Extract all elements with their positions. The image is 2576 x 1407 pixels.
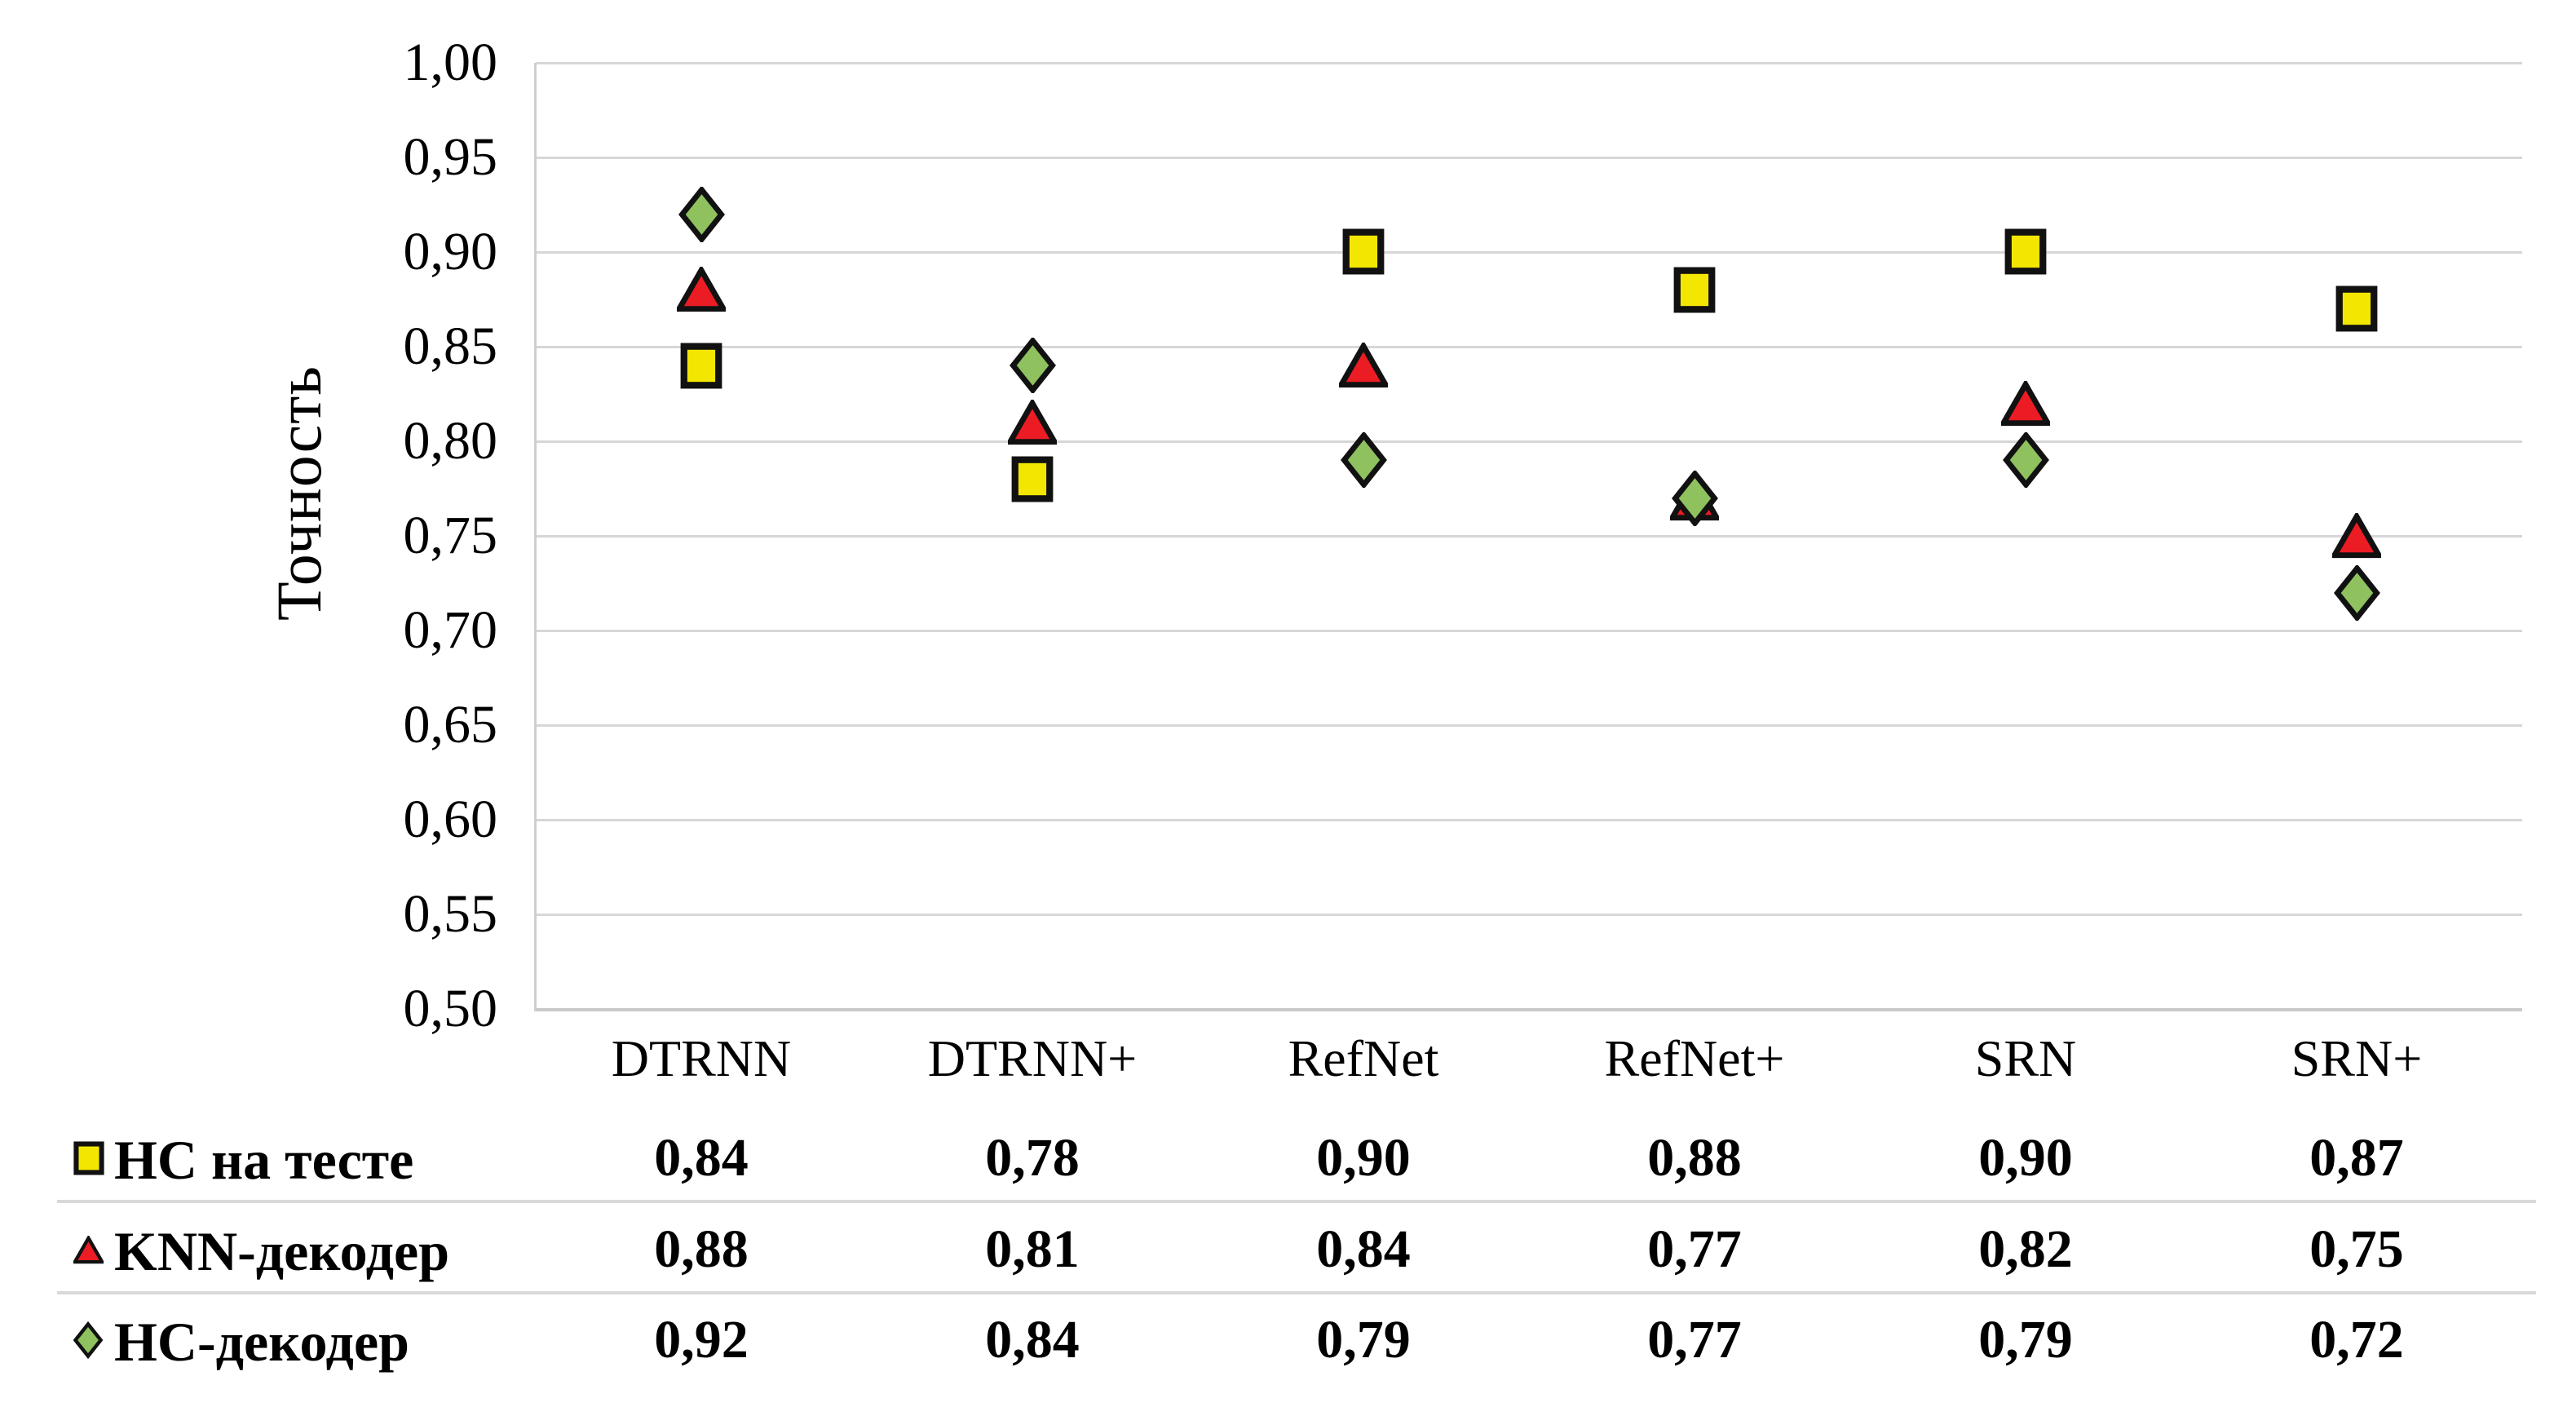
gridline [536,724,2522,727]
gridline [536,346,2522,348]
table-value: 0,84 [1316,1219,1411,1279]
gridline [536,251,2522,254]
marker-square-RefNet+ [1673,267,1716,313]
y-tick-label: 0,70 [403,600,498,660]
gridline [536,630,2522,632]
x-axis-label-DTRNN+: DTRNN+ [927,1029,1138,1087]
x-axis-label-SRN: SRN [1974,1029,2077,1087]
marker-square-SRN+ [2335,285,2378,332]
y-tick-label: 1,00 [403,33,498,92]
marker-diamond-RefNet+ [1672,471,1718,526]
marker-triangle-SRN [2001,381,2050,427]
table-value: 0,77 [1647,1310,1742,1369]
gridline [536,535,2522,538]
gridline [536,157,2522,159]
table-value: 0,88 [1647,1128,1742,1188]
y-tick-label: 0,95 [403,127,498,187]
y-tick-label: 0,50 [403,979,498,1038]
marker-square-DTRNN+ [1011,456,1054,502]
legend-label: НС-декодер [114,1311,409,1373]
table-value: 0,75 [2309,1219,2404,1279]
y-tick-label: 0,85 [403,316,498,376]
table-value: 0,79 [1316,1310,1411,1369]
y-tick-label: 0,65 [403,695,498,754]
marker-triangle-SRN+ [2332,513,2381,559]
legend-label: KNN-декодер [114,1220,450,1282]
y-tick-label: 0,60 [403,790,498,849]
table-value: 0,79 [1978,1310,2073,1369]
table-value: 0,78 [985,1128,1080,1188]
marker-square-RefNet [1342,228,1385,275]
table-row-divider [57,1291,2536,1294]
y-axis-line [534,63,537,1011]
y-tick-label: 0,75 [403,506,498,565]
x-axis-label-RefNet: RefNet [1288,1029,1439,1087]
marker-diamond-DTRNN+ [1010,338,1056,393]
y-tick-label: 0,80 [403,411,498,471]
x-axis-label-SRN+: SRN+ [2291,1029,2423,1087]
table-row-divider [57,1200,2536,1203]
table-value: 0,82 [1978,1219,2073,1279]
table-value: 0,81 [985,1219,1080,1279]
x-axis-label-RefNet+: RefNet+ [1604,1029,1785,1087]
y-tick-label: 0,55 [403,884,498,944]
marker-square-SRN [2004,228,2047,275]
marker-diamond-SRN+ [2334,565,2380,621]
marker-square-DTRNN [680,343,722,389]
marker-diamond-DTRNN [678,187,725,242]
x-axis-label-DTRNN: DTRNN [611,1029,792,1087]
legend-triangle-icon [73,1236,104,1264]
legend-label: НС на тесте [114,1129,414,1191]
table-value: 0,72 [2309,1310,2404,1369]
table-value: 0,90 [1978,1128,2073,1188]
gridline [536,914,2522,916]
table-value: 0,84 [985,1310,1080,1369]
table-value: 0,87 [2309,1128,2404,1188]
marker-triangle-DTRNN [677,267,726,312]
gridline [536,62,2522,64]
marker-triangle-RefNet [1339,343,1388,388]
legend-diamond-icon [73,1317,103,1363]
gridline [536,819,2522,821]
marker-triangle-DTRNN+ [1008,400,1057,445]
legend-square-icon [73,1140,104,1176]
marker-diamond-RefNet [1341,432,1387,488]
marker-diamond-SRN [2003,432,2049,488]
table-value: 0,92 [654,1310,749,1369]
table-value: 0,84 [654,1128,749,1188]
table-value: 0,88 [654,1219,749,1279]
gridline [536,440,2522,443]
y-tick-label: 0,90 [403,222,498,281]
table-value: 0,90 [1316,1128,1411,1188]
table-value: 0,77 [1647,1219,1742,1279]
x-axis-line [536,1008,2522,1011]
